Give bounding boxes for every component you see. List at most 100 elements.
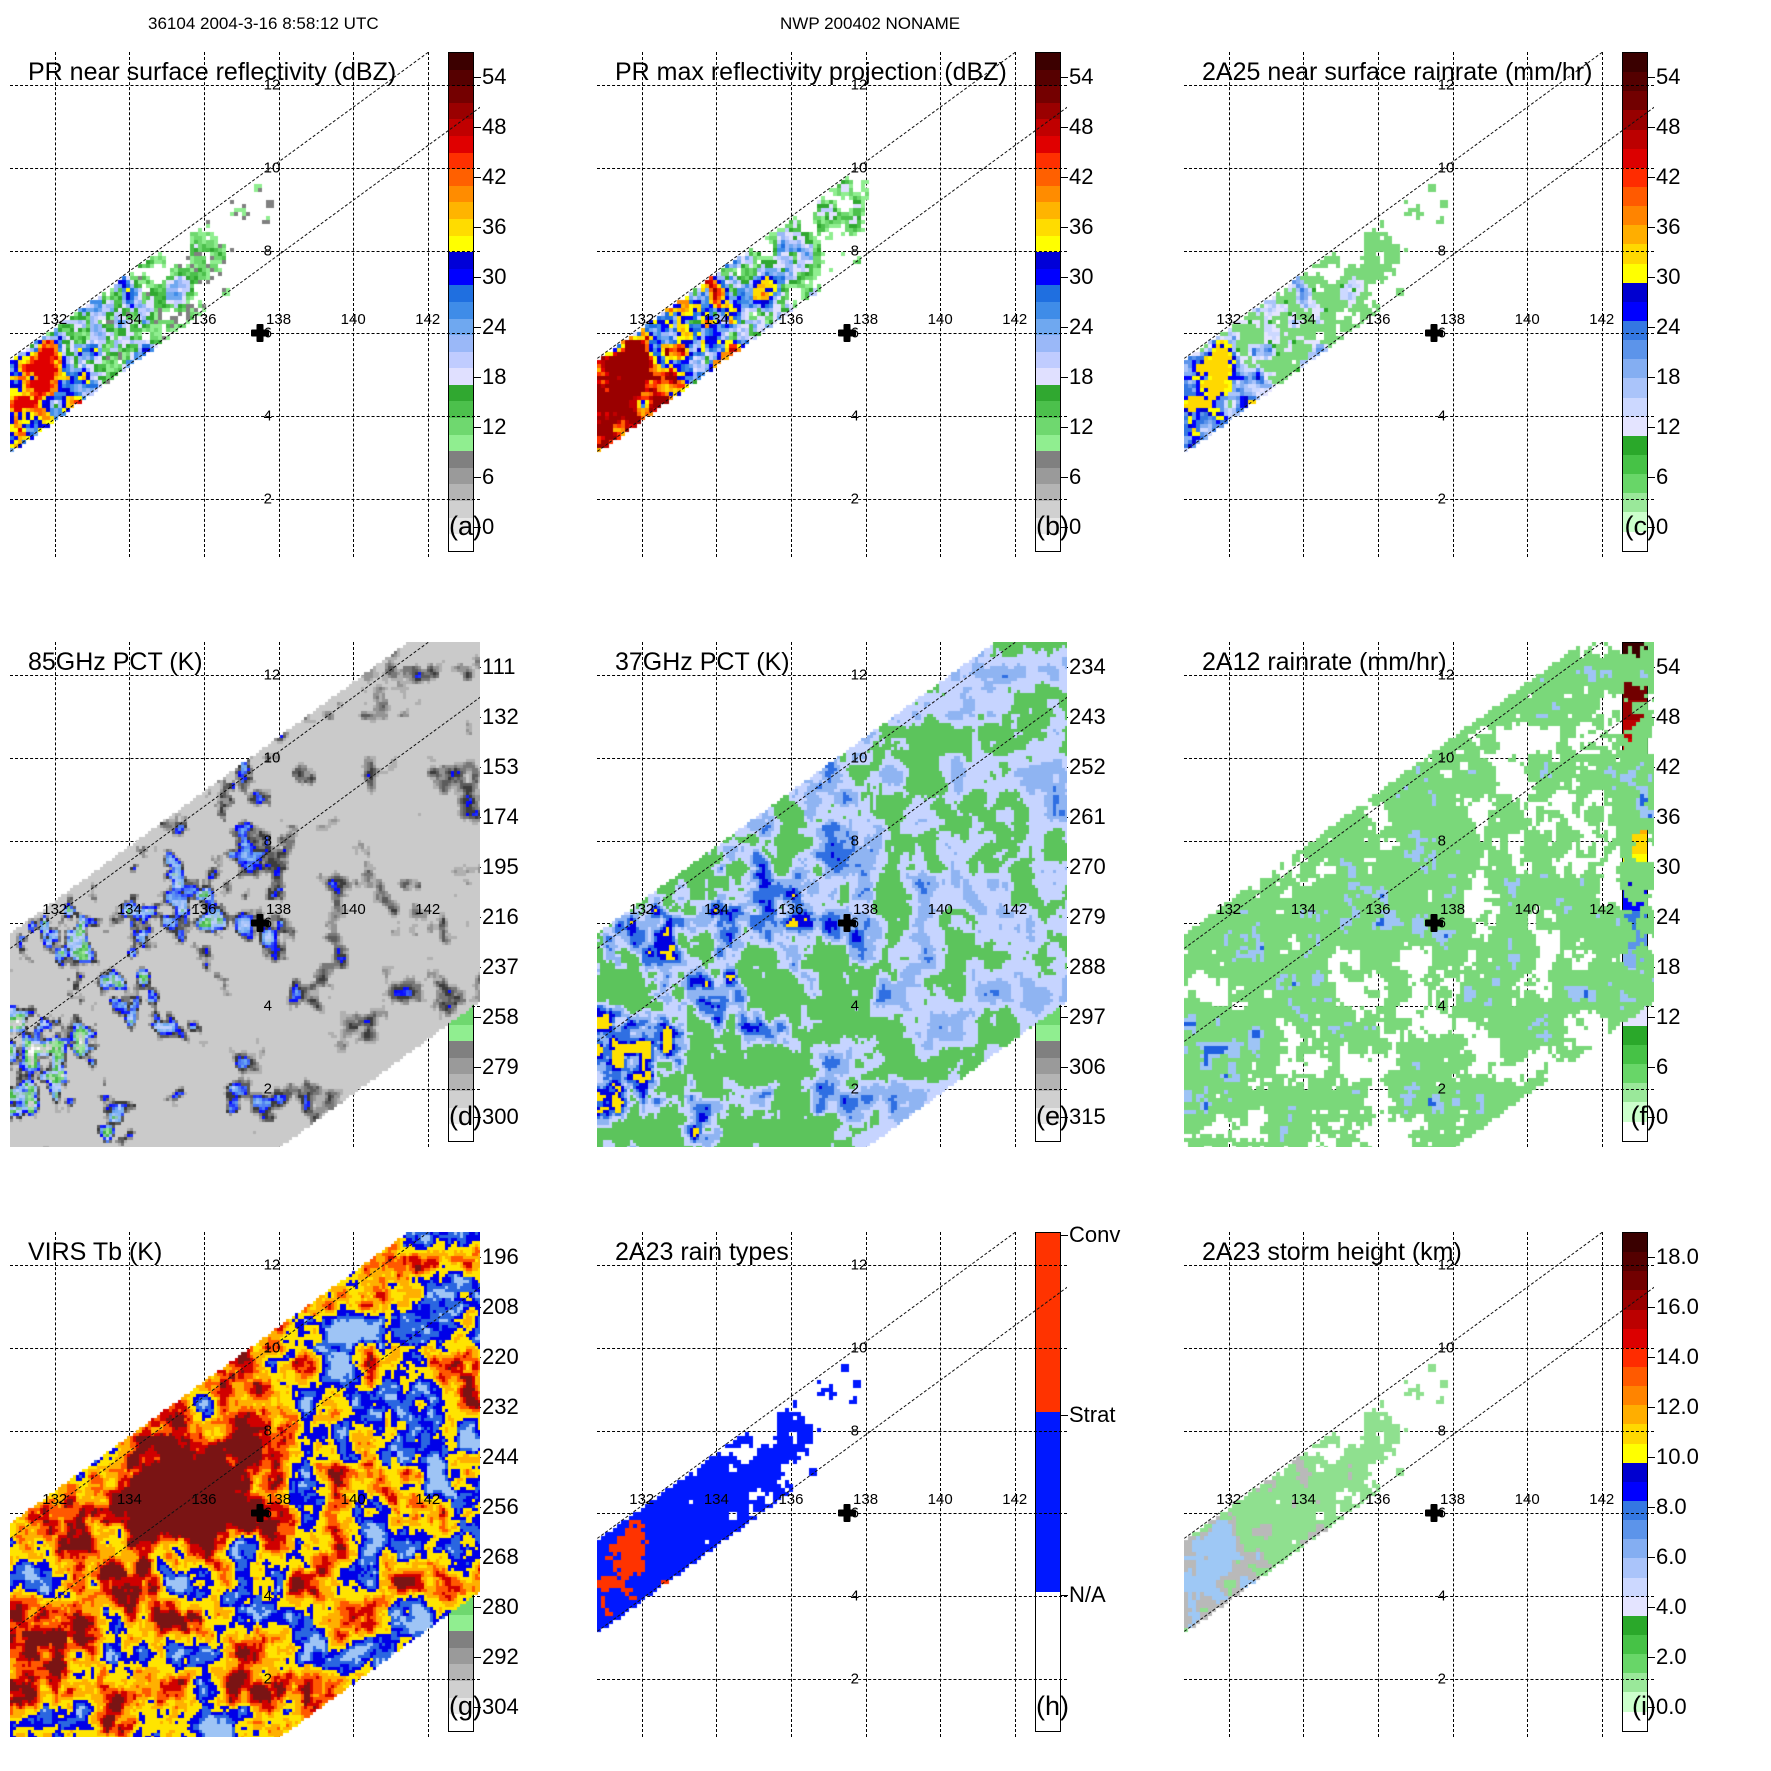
y-tick-label: 4 (1437, 997, 1446, 1015)
colorbar-label: 18 (1656, 364, 1681, 389)
colorbar-label: 16.0 (1656, 1294, 1699, 1319)
colorbar-label: 18.0 (1656, 1244, 1699, 1269)
colorbar-label: 0 (1656, 514, 1669, 539)
plot-area-g: 132 134 136 138 140 142 12 10 8 6 4 2 (10, 1232, 480, 1737)
colorbar-label: 315 (1069, 1104, 1106, 1129)
data-field-e (597, 642, 1067, 1147)
panel-title-i: 2A23 storm height (km) (1202, 1238, 1462, 1266)
panel-h: 132 134 136 138 140 142 12 10 8 6 4 2 2A23 rain typ… (597, 1210, 1157, 1770)
x-tick-label: 134 (116, 1491, 142, 1509)
panel-title-c: 2A25 near surface rainrate (mm/hr) (1202, 58, 1593, 86)
y-tick-label: 2 (263, 490, 272, 508)
panel-letter-i: (i) (1632, 1691, 1656, 1721)
colorbar-label: 0 (1069, 514, 1082, 539)
colorbar-label: 297 (1069, 1004, 1106, 1029)
colorbar-label: 30 (1656, 854, 1681, 879)
colorbar-label: 48 (1069, 114, 1094, 139)
data-field-i (1184, 1232, 1654, 1737)
colorbar-label: 0.0 (1656, 1694, 1687, 1719)
x-tick-label: 140 (927, 901, 953, 919)
colorbar-label: 48 (482, 114, 507, 139)
y-tick-label: 2 (1437, 1670, 1446, 1688)
colorbar-label: 220 (482, 1344, 519, 1369)
colorbar-label: 12 (1069, 414, 1094, 439)
colorbar-label: 36 (482, 214, 507, 239)
colorbar-label: 288 (1069, 954, 1106, 979)
y-tick-label: 8 (1437, 832, 1446, 850)
y-tick-label: 4 (1437, 1587, 1446, 1605)
colorbar-label: 244 (482, 1444, 519, 1469)
plot-area-d: 132 134 136 138 140 142 12 10 8 6 4 2 (10, 642, 480, 1147)
colorbar-label: 306 (1069, 1054, 1106, 1079)
colorbar-label: 30 (482, 264, 507, 289)
panel-letter-c: (c) (1624, 511, 1656, 541)
y-tick-label: 2 (1437, 490, 1446, 508)
x-tick-label: 140 (340, 901, 366, 919)
colorbar-label: 111 (482, 654, 516, 679)
x-tick-label: 142 (1002, 901, 1028, 919)
y-tick-label: 4 (1437, 407, 1446, 425)
colorbar-label: 2.0 (1656, 1644, 1687, 1669)
panel-a: 132 134 136 138 140 142 12 10 8 6 4 2 PR near surfa… (10, 30, 570, 590)
data-field-g (10, 1232, 480, 1737)
colorbar-label: 18 (482, 364, 507, 389)
x-tick-label: 134 (703, 901, 729, 919)
panel-title-d: 85GHz PCT (K) (28, 648, 203, 676)
panel-e: 132 134 136 138 140 142 12 10 8 6 4 2 37GHz PCT (K)… (597, 620, 1157, 1180)
panel-letter-a: (a) (449, 511, 482, 541)
y-tick-label: 2 (850, 490, 859, 508)
panel-title-h: 2A23 rain types (615, 1238, 789, 1266)
plot-area-c: 132 134 136 138 140 142 12 10 8 6 4 2 (1184, 52, 1654, 557)
header-right: NWP 200402 NONAME (780, 14, 961, 33)
panel-letter-h: (h) (1036, 1691, 1069, 1721)
storm-center-marker (250, 323, 270, 343)
header-left: 36104 2004-3-16 8:58:12 UTC (148, 14, 379, 33)
colorbar-label: 279 (482, 1054, 519, 1079)
colorbar-label: 54 (1069, 64, 1094, 89)
x-tick-label: 134 (1290, 1491, 1316, 1509)
colorbar-label: Strat (1069, 1401, 1116, 1427)
colorbar-label: 24 (1656, 314, 1681, 339)
colorbar-label: 195 (482, 854, 519, 879)
colorbar-label: 42 (482, 164, 507, 189)
y-tick-label: 8 (263, 832, 272, 850)
colorbar-label: Conv (1069, 1221, 1121, 1247)
colorbar-label: 10.0 (1656, 1444, 1699, 1469)
colorbar-label: 42 (1069, 164, 1094, 189)
colorbar-label: 132 (482, 704, 519, 729)
colorbar-label: 12 (1656, 414, 1681, 439)
y-tick-label: 8 (263, 1422, 272, 1440)
panel-title-b: PR max reflectivity projection (dBZ) (615, 58, 1007, 86)
panel-title-g: VIRS Tb (K) (28, 1238, 163, 1266)
plot-area-f: 132 134 136 138 140 142 12 10 8 6 4 2 (1184, 642, 1654, 1147)
x-tick-label: 142 (1589, 1491, 1615, 1509)
y-tick-label: 2 (1437, 1080, 1446, 1098)
colorbar-label: 12 (1656, 1004, 1681, 1029)
panel-title-e: 37GHz PCT (K) (615, 648, 790, 676)
storm-center-marker (837, 1503, 857, 1523)
colorbar-label: 14.0 (1656, 1344, 1699, 1369)
colorbar-label: 30 (1656, 264, 1681, 289)
storm-center-marker (837, 323, 857, 343)
colorbar-label: 232 (482, 1394, 519, 1419)
panel-letter-f: (f) (1630, 1101, 1656, 1131)
panel-letter-b: (b) (1036, 511, 1069, 541)
y-tick-label: 2 (850, 1670, 859, 1688)
y-tick-label: 2 (263, 1670, 272, 1688)
data-field-d (10, 642, 480, 1147)
colorbar-label: 252 (1069, 754, 1106, 779)
x-tick-label: 134 (703, 1491, 729, 1509)
colorbar-label: 24 (482, 314, 507, 339)
colorbar-label: 54 (482, 64, 507, 89)
y-tick-label: 4 (850, 997, 859, 1015)
x-tick-label: 140 (1514, 1491, 1540, 1509)
colorbar-label: 36 (1656, 214, 1681, 239)
colorbar-label: 24 (1656, 904, 1681, 929)
x-tick-label: 142 (1589, 901, 1615, 919)
x-tick-label: 140 (1514, 311, 1540, 329)
colorbar-label: 42 (1656, 164, 1681, 189)
colorbar-label: 280 (482, 1594, 519, 1619)
x-tick-label: 134 (1290, 311, 1316, 329)
y-tick-label: 8 (850, 1422, 859, 1440)
colorbar-label: 0 (1656, 1104, 1669, 1129)
